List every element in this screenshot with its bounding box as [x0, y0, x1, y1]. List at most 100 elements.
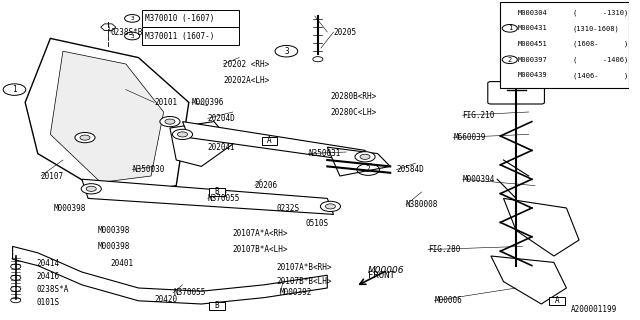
- Text: 20206: 20206: [255, 181, 278, 190]
- Text: 20107: 20107: [41, 172, 64, 180]
- Circle shape: [80, 135, 90, 140]
- Text: 3: 3: [131, 16, 134, 21]
- Text: 20204I: 20204I: [208, 143, 236, 152]
- Text: M000398: M000398: [97, 226, 130, 235]
- Text: 20204D: 20204D: [208, 114, 236, 123]
- Text: 20107A*A<RH>: 20107A*A<RH>: [233, 229, 289, 238]
- Text: 3: 3: [284, 47, 289, 56]
- Text: 20202A<LH>: 20202A<LH>: [223, 76, 269, 84]
- Text: 0232S: 0232S: [277, 204, 300, 212]
- Text: 20416: 20416: [36, 272, 60, 281]
- Text: 0238S*A: 0238S*A: [36, 285, 69, 294]
- Text: 0101S: 0101S: [36, 298, 60, 307]
- Polygon shape: [504, 198, 579, 256]
- Text: N370055: N370055: [173, 288, 205, 297]
- FancyBboxPatch shape: [488, 82, 545, 104]
- Text: FRONT: FRONT: [368, 271, 395, 280]
- Circle shape: [321, 201, 340, 212]
- Circle shape: [355, 152, 375, 162]
- Text: A200001199: A200001199: [570, 305, 617, 314]
- Text: M00006: M00006: [368, 266, 404, 275]
- Text: M000398: M000398: [97, 242, 130, 251]
- Bar: [209, 301, 225, 310]
- Circle shape: [177, 132, 188, 137]
- Polygon shape: [25, 38, 189, 198]
- Text: 3: 3: [131, 34, 134, 38]
- Text: 20280B<RH>: 20280B<RH>: [330, 92, 377, 100]
- Bar: [209, 188, 225, 196]
- Text: 0510S: 0510S: [305, 220, 328, 228]
- Circle shape: [11, 275, 20, 280]
- Text: 20280C<LH>: 20280C<LH>: [330, 108, 377, 116]
- Text: 20107A*B<RH>: 20107A*B<RH>: [277, 263, 332, 272]
- Text: N350030: N350030: [132, 165, 164, 174]
- Text: (1608-      ): (1608- ): [573, 41, 628, 47]
- Text: 20202 <RH>: 20202 <RH>: [223, 60, 269, 68]
- Text: A: A: [267, 136, 272, 145]
- Text: M000397: M000397: [518, 57, 548, 63]
- Circle shape: [160, 116, 180, 127]
- Polygon shape: [100, 24, 116, 30]
- Text: (1310-1608): (1310-1608): [573, 25, 620, 32]
- Text: M000398: M000398: [54, 204, 86, 212]
- Text: M000394: M000394: [463, 175, 495, 184]
- Text: M000439: M000439: [518, 72, 548, 78]
- Text: (      -1406): ( -1406): [573, 56, 628, 63]
- Polygon shape: [327, 147, 390, 176]
- Text: N370055: N370055: [208, 194, 240, 203]
- Text: N380008: N380008: [406, 200, 438, 209]
- Text: FIG.210: FIG.210: [463, 111, 495, 120]
- Polygon shape: [491, 256, 566, 304]
- Text: M00006: M00006: [435, 296, 462, 305]
- Circle shape: [11, 286, 20, 292]
- Text: B: B: [215, 188, 220, 196]
- Circle shape: [325, 204, 335, 209]
- Text: 20414: 20414: [36, 260, 60, 268]
- Text: M000451: M000451: [518, 41, 548, 47]
- Polygon shape: [170, 122, 233, 166]
- Text: 1: 1: [508, 25, 512, 31]
- Text: 20420: 20420: [154, 295, 177, 304]
- Text: 0238S*B: 0238S*B: [110, 28, 143, 36]
- Bar: [500, 2, 629, 88]
- Polygon shape: [182, 122, 371, 163]
- Bar: [549, 297, 565, 305]
- Text: N350031: N350031: [308, 149, 340, 158]
- Text: 20107B*B<LH>: 20107B*B<LH>: [277, 277, 332, 286]
- Text: (      -1310): ( -1310): [573, 9, 628, 16]
- Text: A: A: [555, 296, 559, 305]
- Text: 20205: 20205: [333, 28, 356, 36]
- Text: (1406-      ): (1406- ): [573, 72, 628, 79]
- Text: 2: 2: [508, 57, 512, 63]
- Text: M660039: M660039: [453, 133, 486, 142]
- Polygon shape: [51, 51, 164, 182]
- Text: M370011 (1607-): M370011 (1607-): [145, 31, 214, 41]
- Text: FIG.280: FIG.280: [428, 245, 460, 254]
- Text: M000392: M000392: [280, 288, 312, 297]
- Text: M000396: M000396: [192, 98, 225, 107]
- Bar: [262, 137, 277, 145]
- Bar: [141, 27, 239, 45]
- Bar: [141, 10, 239, 27]
- Circle shape: [81, 184, 101, 194]
- Text: M370010 (-1607): M370010 (-1607): [145, 14, 214, 23]
- Circle shape: [172, 129, 193, 140]
- Text: 2: 2: [366, 165, 371, 174]
- Circle shape: [75, 132, 95, 143]
- Text: 20584D: 20584D: [397, 165, 424, 174]
- Text: M000304: M000304: [518, 10, 548, 16]
- Circle shape: [11, 264, 20, 269]
- Text: M000431: M000431: [518, 25, 548, 31]
- Text: 1: 1: [12, 85, 17, 94]
- Circle shape: [165, 119, 175, 124]
- Polygon shape: [82, 179, 333, 214]
- Circle shape: [313, 57, 323, 62]
- Text: 20401: 20401: [110, 260, 133, 268]
- Text: 20107B*A<LH>: 20107B*A<LH>: [233, 245, 289, 254]
- Circle shape: [86, 186, 96, 191]
- Text: 20101: 20101: [154, 98, 177, 107]
- Circle shape: [360, 154, 370, 159]
- Polygon shape: [13, 246, 327, 304]
- Circle shape: [11, 298, 20, 303]
- Text: B: B: [215, 301, 220, 310]
